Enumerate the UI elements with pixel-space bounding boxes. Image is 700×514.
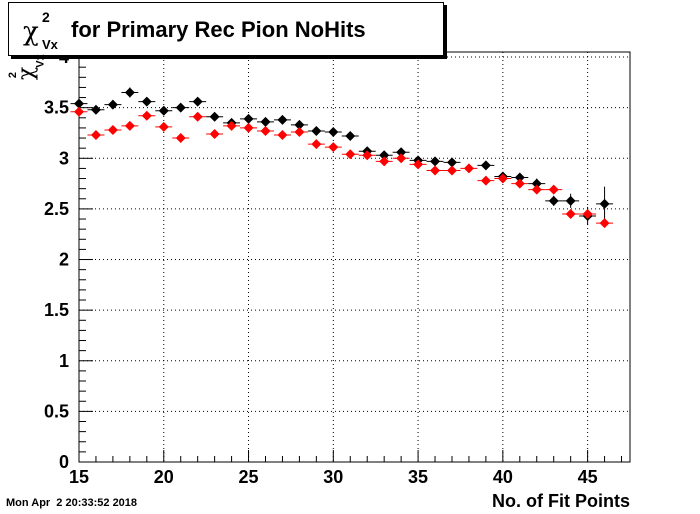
series-1-point — [90, 130, 101, 141]
series-0-point — [294, 119, 305, 130]
y-tick-label: 0.5 — [44, 401, 69, 421]
title-text: for Primary Rec Pion NoHits — [71, 17, 366, 42]
series-1-point — [514, 178, 525, 189]
series-0-point — [260, 116, 271, 127]
series-1-point — [141, 110, 152, 121]
series-0-point — [514, 172, 525, 183]
series-0-point — [158, 105, 169, 116]
series-0-point — [209, 111, 220, 122]
series-0-point — [599, 198, 610, 209]
series-0-point — [396, 147, 407, 158]
series-1-point — [379, 156, 390, 167]
ylabel-superscript: 2 — [7, 71, 20, 79]
series-1-point — [362, 150, 373, 161]
series-1-point — [328, 142, 339, 153]
y-tick-label: 3.5 — [44, 98, 69, 118]
title-superscript: 2 — [42, 9, 50, 25]
series-1-point — [226, 120, 237, 131]
series-0-point — [124, 87, 135, 98]
series-1-point — [277, 130, 288, 141]
series-1-point — [175, 133, 186, 144]
series-1-point — [582, 208, 593, 219]
series-0-point — [379, 150, 390, 161]
series-1-point — [565, 208, 576, 219]
series-1-point — [463, 163, 474, 174]
axis-ticks — [78, 56, 623, 463]
y-tick-label: 2 — [59, 250, 69, 270]
series-1-point — [158, 121, 169, 132]
y-tick-label: 0 — [59, 452, 69, 472]
series-1-point — [192, 111, 203, 122]
y-tick-label: 3 — [59, 148, 69, 168]
series-1-point — [311, 139, 322, 150]
series-0-point — [531, 178, 542, 189]
series-1-point — [260, 125, 271, 136]
series-0-point — [141, 96, 152, 107]
series-0-point — [446, 157, 457, 168]
series-1-point — [413, 159, 424, 170]
series-1-point — [497, 173, 508, 184]
x-axis-label: No. of Fit Points — [492, 491, 630, 511]
series-0-point — [311, 125, 322, 136]
series-0-point — [74, 98, 84, 109]
series-1-point — [430, 165, 441, 176]
y-tick-label: 1 — [59, 351, 69, 371]
ylabel-subscript: Vx — [34, 54, 47, 68]
title-chi-symbol: χ — [23, 17, 39, 47]
x-tick-label: 40 — [493, 467, 513, 487]
series-1-point — [124, 120, 135, 131]
series-1-point — [396, 153, 407, 164]
series-0-point — [565, 195, 576, 206]
datestamp: Mon Apr 2 20:33:52 2018 — [6, 497, 138, 509]
y-tick-label: 2.5 — [44, 199, 69, 219]
series-1-point — [531, 184, 542, 195]
y-axis-label: χ 2 Vx — [7, 54, 50, 95]
series-1-point — [294, 126, 305, 137]
series-0-point — [548, 195, 559, 206]
series-0-point — [243, 113, 254, 124]
x-tick-label: 30 — [323, 467, 343, 487]
x-tick-label: 45 — [578, 467, 598, 487]
series-1-point — [446, 165, 457, 176]
series-0-point — [480, 160, 491, 171]
y-tick-label: 4 — [59, 47, 69, 67]
data-series — [70, 87, 614, 229]
series-0-point — [175, 102, 186, 113]
x-tick-label: 20 — [154, 467, 174, 487]
x-tick-label: 15 — [69, 467, 89, 487]
series-0-point — [328, 126, 339, 137]
series-1-point — [548, 184, 559, 195]
series-0-point — [107, 99, 118, 110]
x-tick-label: 35 — [408, 467, 428, 487]
y-tick-label: 1.5 — [44, 300, 69, 320]
x-tick-label: 25 — [239, 467, 259, 487]
series-0-point — [345, 131, 356, 142]
series-1-point — [599, 218, 610, 229]
series-0-point — [90, 104, 101, 115]
series-1-point — [107, 124, 118, 135]
series-1-point — [74, 106, 84, 117]
series-1-point — [209, 129, 220, 139]
series-0-point — [430, 156, 441, 167]
series-1-point — [345, 149, 356, 160]
series-0-point — [192, 96, 203, 107]
series-1-point — [480, 175, 491, 186]
title-subscript: Vx — [42, 37, 58, 52]
tick-labels: 15 20 25 30 35 40 45 0 0.5 1 1.5 2 2.5 3 3.5 4 — [44, 47, 598, 487]
chart-title: χ 2 Vx for Primary Rec Pion NoHits — [8, 2, 444, 56]
series-0-point — [277, 114, 288, 125]
series-1-point — [243, 122, 254, 133]
